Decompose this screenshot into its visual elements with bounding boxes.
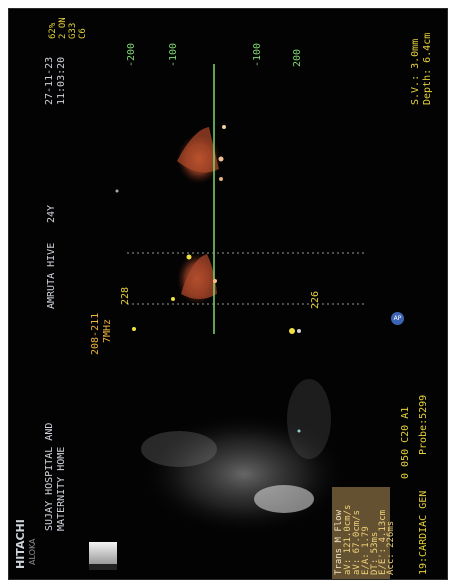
setting-2on: 2 ON [58, 17, 68, 39]
scale-pos-200: 200 [292, 48, 303, 67]
b-mode-echo-2 [141, 431, 217, 467]
marker-left: 228 [120, 286, 131, 305]
scan-image [115, 64, 349, 536]
grayscale-bar-dark [89, 564, 117, 570]
patient-name: AMRUTA HIVE [46, 242, 57, 309]
grayscale-bar [89, 542, 117, 564]
measurement-row-6: Acc: 226ms [386, 520, 396, 575]
b-mode-bright-echo [254, 485, 314, 513]
aloka-logo-wrap: ALOKA [28, 538, 37, 565]
ap-icon: AP [391, 312, 404, 325]
exam-time: 11:03:20 [56, 56, 67, 105]
status-params: 0 050 C20 A1 [400, 406, 411, 479]
measurement-box [332, 487, 390, 579]
doppler-freq-range: 208-211 [90, 312, 101, 355]
ultrasound-display: HITACHI ALOKA SUJAY HOSPITAL AND MATERNI… [8, 8, 448, 580]
doppler-flow-upper-peak [177, 127, 219, 173]
setting-gain: 62% [48, 22, 58, 39]
doppler-freq-mhz: 7MHz [102, 318, 113, 343]
sample-volume: S.V.: 3.0mm [410, 38, 421, 105]
b-mode-echo-3 [287, 379, 331, 459]
scale-neg-100: -100 [168, 42, 179, 67]
status-probe: Probe:5299 [418, 394, 429, 455]
setting-c: C6 [78, 28, 88, 39]
aloka-logo: ALOKA [28, 538, 37, 565]
hitachi-logo: HITACHI [14, 519, 27, 569]
exam-date: 27-11-23 [44, 56, 55, 105]
doppler-flow-lower-peak [181, 254, 217, 299]
scale-pos-100: -100 [252, 42, 263, 67]
status-mode: 19:CARDIAC GEN [418, 490, 429, 575]
depth: Depth: 6.4cm [422, 32, 433, 105]
brand-logo: HITACHI [14, 519, 27, 569]
scale-neg-200: -200 [126, 42, 137, 67]
hospital-name-line1: SUJAY HOSPITAL AND [44, 422, 55, 531]
hospital-name-line2: MATERNITY HOME [56, 446, 67, 531]
setting-g: G33 [68, 22, 78, 39]
marker-right: 226 [310, 290, 321, 309]
patient-age: 24Y [46, 204, 57, 223]
